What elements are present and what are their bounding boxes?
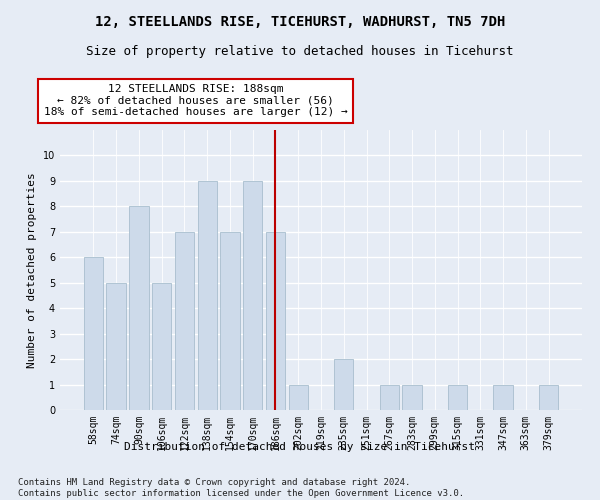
Bar bbox=[84, 258, 103, 410]
Bar bbox=[220, 232, 239, 410]
Bar bbox=[106, 282, 126, 410]
Text: 12 STEELLANDS RISE: 188sqm
← 82% of detached houses are smaller (56)
18% of semi: 12 STEELLANDS RISE: 188sqm ← 82% of deta… bbox=[44, 84, 347, 117]
Bar bbox=[448, 384, 467, 410]
Bar bbox=[197, 181, 217, 410]
Bar bbox=[334, 359, 353, 410]
Bar bbox=[403, 384, 422, 410]
Bar bbox=[175, 232, 194, 410]
Text: Contains HM Land Registry data © Crown copyright and database right 2024.
Contai: Contains HM Land Registry data © Crown c… bbox=[18, 478, 464, 498]
Y-axis label: Number of detached properties: Number of detached properties bbox=[28, 172, 37, 368]
Bar bbox=[129, 206, 149, 410]
Bar bbox=[243, 181, 262, 410]
Bar bbox=[266, 232, 285, 410]
Text: Size of property relative to detached houses in Ticehurst: Size of property relative to detached ho… bbox=[86, 45, 514, 58]
Text: 12, STEELLANDS RISE, TICEHURST, WADHURST, TN5 7DH: 12, STEELLANDS RISE, TICEHURST, WADHURST… bbox=[95, 15, 505, 29]
Bar bbox=[539, 384, 558, 410]
Bar bbox=[289, 384, 308, 410]
Bar bbox=[152, 282, 172, 410]
Text: Distribution of detached houses by size in Ticehurst: Distribution of detached houses by size … bbox=[125, 442, 476, 452]
Bar bbox=[493, 384, 513, 410]
Bar bbox=[380, 384, 399, 410]
